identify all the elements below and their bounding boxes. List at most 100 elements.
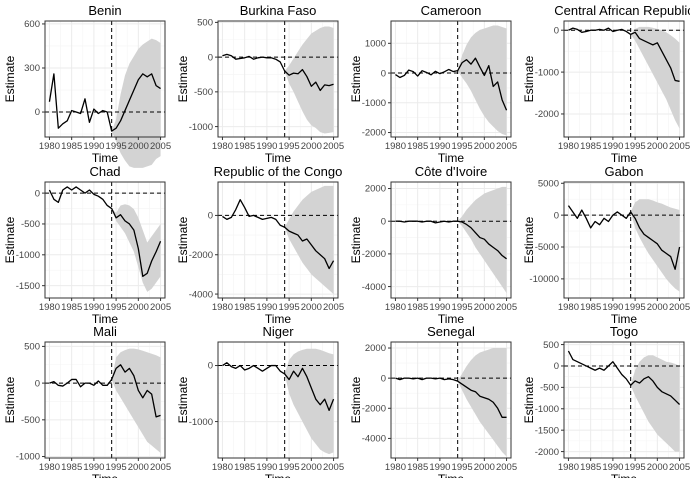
x-tick-label: 2005 xyxy=(150,141,171,152)
x-tick-label: 2000 xyxy=(301,141,322,152)
y-tick-label: -2000 xyxy=(535,447,559,458)
y-tick-label: -500 xyxy=(540,383,559,394)
y-tick-label: -2000 xyxy=(362,403,386,414)
confidence-band xyxy=(284,185,334,295)
x-tick-label: 2005 xyxy=(669,141,690,152)
panel-8: 1980 1985 1990 1995 2000 2005 -10000 -5000 0 5000… xyxy=(522,164,690,326)
y-axis-label: Estimate xyxy=(3,55,17,102)
estimate-line xyxy=(49,364,161,418)
x-tick-label: 2000 xyxy=(647,141,668,152)
estimate-line xyxy=(568,27,680,82)
x-tick-label: 2000 xyxy=(128,302,149,313)
y-axis-label: Estimate xyxy=(349,55,363,102)
x-tick-label: 1995 xyxy=(452,141,473,152)
panel-frame xyxy=(563,341,685,459)
estimate-line xyxy=(567,350,681,405)
y-axis-label: Estimate xyxy=(3,216,17,263)
x-tick-label: 1995 xyxy=(625,302,646,313)
x-tick-label: 1980 xyxy=(558,462,579,473)
panel-6: 1980 1985 1990 1995 2000 2005 -4000 -2000 0 Repub… xyxy=(176,164,344,326)
x-tick-label: 2005 xyxy=(150,462,171,473)
x-tick-label: 2005 xyxy=(323,302,344,313)
panel-frame xyxy=(563,181,685,299)
x-axis-label: Time xyxy=(611,312,638,326)
x-tick-label: 2000 xyxy=(128,141,149,152)
x-tick-label: 1980 xyxy=(212,462,233,473)
panel-title: Benin xyxy=(88,3,121,18)
y-tick-label: -5000 xyxy=(535,242,559,253)
x-axis-label: Time xyxy=(92,151,119,165)
y-tick-label: -1000 xyxy=(362,98,386,109)
panel-title: Burkina Faso xyxy=(240,3,317,18)
y-tick-label: 5000 xyxy=(538,178,559,189)
x-tick-label: 1990 xyxy=(256,141,277,152)
y-axis-label: Estimate xyxy=(349,376,363,423)
y-tick-label: -1000 xyxy=(189,417,213,428)
x-tick-label: 1980 xyxy=(385,302,406,313)
x-axis-label: Time xyxy=(438,312,465,326)
panel-frame xyxy=(217,341,339,459)
panel-title: Cameroon xyxy=(421,3,482,18)
y-axis-label: Estimate xyxy=(176,376,190,423)
y-tick-label: 0 xyxy=(208,361,213,372)
x-tick-label: 2000 xyxy=(647,462,668,473)
y-tick-label: 0 xyxy=(208,211,213,222)
y-tick-label: -1000 xyxy=(189,122,213,133)
estimate-line xyxy=(48,73,161,132)
panel-title: Niger xyxy=(262,324,294,339)
x-tick-label: 1980 xyxy=(558,141,579,152)
x-tick-label: 1980 xyxy=(39,462,60,473)
confidence-band xyxy=(111,348,161,453)
x-tick-label: 2005 xyxy=(496,302,517,313)
panel-frame xyxy=(44,341,166,459)
y-tick-label: 2000 xyxy=(365,343,386,354)
y-tick-label: 500 xyxy=(197,18,213,29)
panel-frame xyxy=(217,181,339,299)
x-axis-label: Time xyxy=(611,472,638,478)
panel-title: Togo xyxy=(610,324,638,339)
panel-frame xyxy=(44,181,166,299)
confidence-band xyxy=(630,26,680,129)
y-tick-label: -500 xyxy=(21,415,40,426)
y-tick-label: -2000 xyxy=(535,109,559,120)
x-tick-label: 1995 xyxy=(106,302,127,313)
x-tick-label: 1990 xyxy=(429,302,450,313)
panel-frame xyxy=(390,181,512,299)
estimate-line xyxy=(395,57,508,111)
x-tick-label: 1985 xyxy=(407,462,428,473)
panel-title: Republic of the Congo xyxy=(214,164,343,179)
panel-frame xyxy=(563,20,685,138)
x-tick-label: 2000 xyxy=(647,302,668,313)
x-tick-label: 1990 xyxy=(429,462,450,473)
y-tick-label: 0 xyxy=(35,378,40,389)
panel-frame xyxy=(390,20,512,138)
x-tick-label: 2000 xyxy=(301,462,322,473)
panel-3: 1980 1985 1990 1995 2000 2005 -2000 -1000 0 1000 C… xyxy=(349,3,517,165)
y-tick-label: -10000 xyxy=(529,274,559,285)
x-tick-label: 1995 xyxy=(279,302,300,313)
x-tick-label: 1985 xyxy=(234,462,255,473)
x-tick-label: 2005 xyxy=(323,141,344,152)
y-tick-label: 300 xyxy=(24,63,40,74)
panel-frame xyxy=(217,20,339,138)
y-axis-label: Estimate xyxy=(522,216,536,263)
y-tick-label: -1000 xyxy=(535,404,559,415)
y-axis-label: Estimate xyxy=(176,55,190,102)
x-tick-label: 2005 xyxy=(496,141,517,152)
confidence-band xyxy=(457,186,507,294)
panel-11: 1980 1985 1990 1995 2000 2005-4000-200002000S… xyxy=(349,324,517,478)
x-tick-label: 2000 xyxy=(301,302,322,313)
y-tick-label: -2000 xyxy=(189,250,213,261)
x-tick-label: 1980 xyxy=(385,462,406,473)
y-tick-label: 0 xyxy=(554,210,559,221)
x-axis-label: Time xyxy=(265,151,292,165)
y-tick-label: 0 xyxy=(554,361,559,372)
confidence-band xyxy=(111,38,161,168)
y-tick-label: 0 xyxy=(35,188,40,199)
x-tick-label: 1985 xyxy=(234,302,255,313)
y-tick-label: -500 xyxy=(194,87,213,98)
x-tick-label: 1985 xyxy=(61,141,82,152)
x-tick-label: 1985 xyxy=(407,302,428,313)
panel-4: 1980 1985 1990 1995 2000 2005 -2000 -1000 0 Centr… xyxy=(522,3,690,165)
